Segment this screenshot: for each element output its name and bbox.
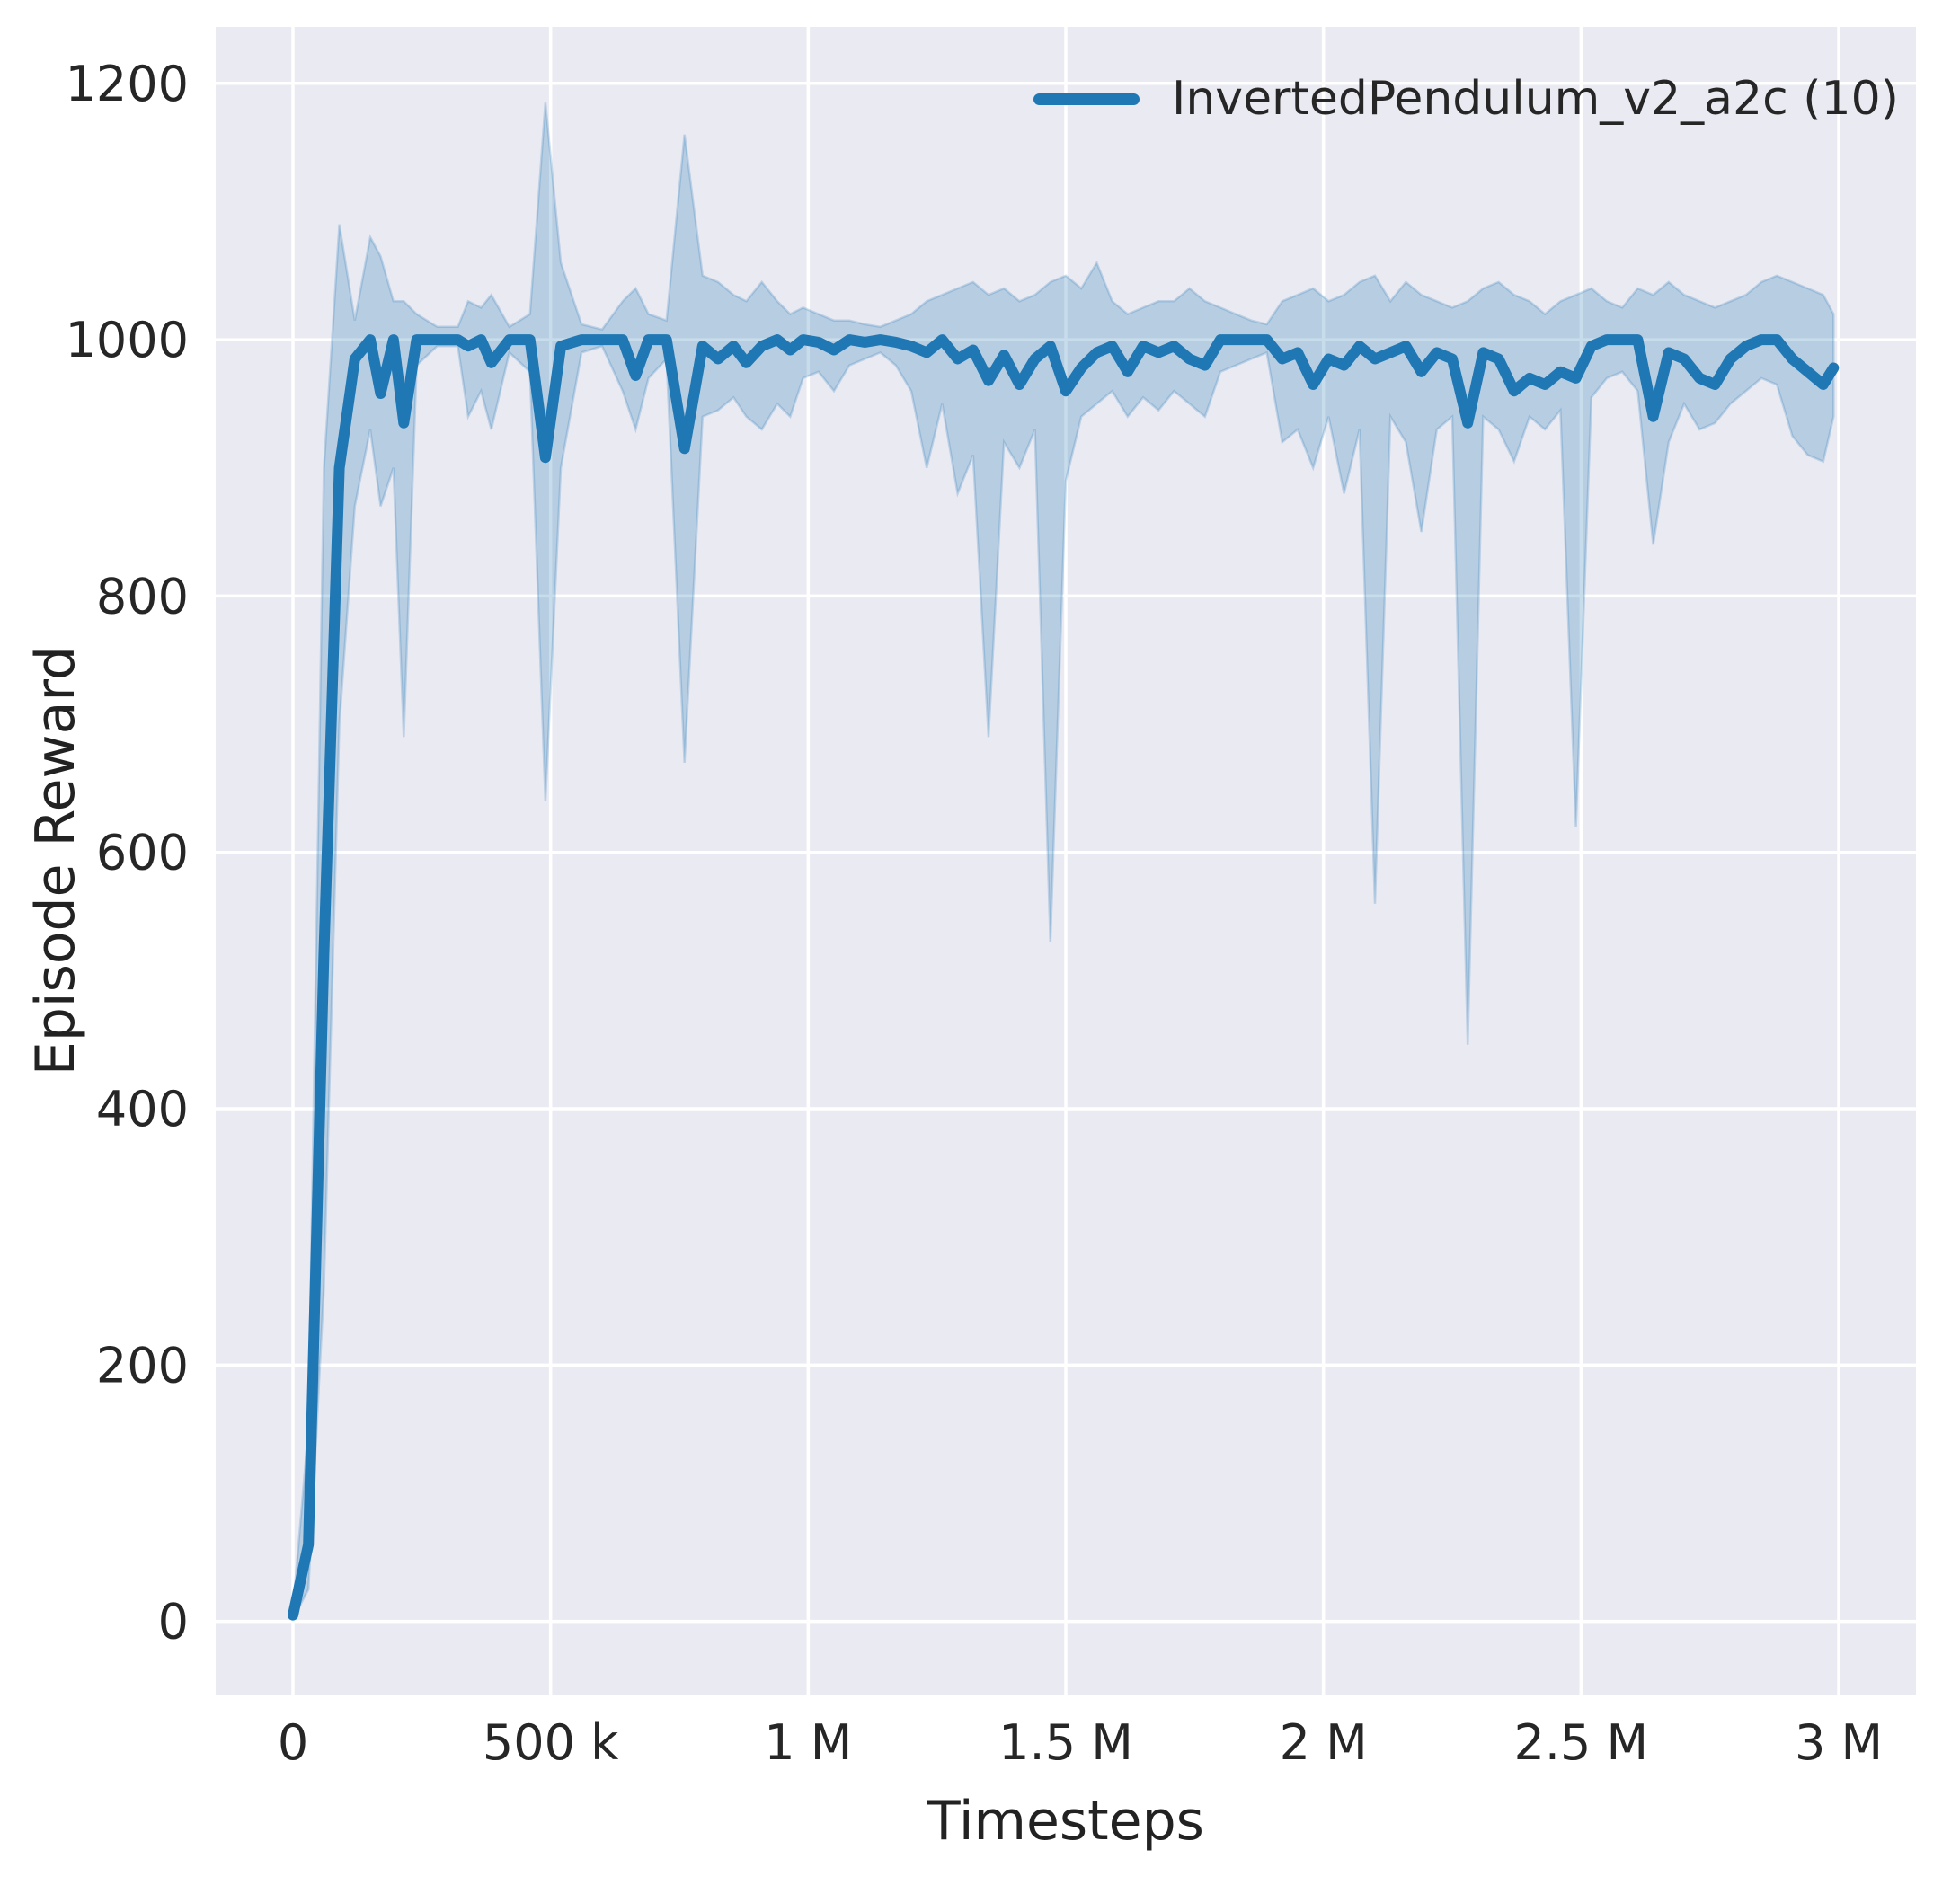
mean-line: [288, 334, 1840, 1621]
y-tick-label: 1200: [66, 56, 189, 112]
legend: InvertedPendulum_v2_a2c (10): [1033, 72, 1899, 126]
y-tick-label: 400: [96, 1081, 189, 1137]
y-tick-label: 600: [96, 825, 189, 881]
legend-line-swatch: [1033, 93, 1140, 105]
x-tick-label: 1 M: [764, 1714, 852, 1771]
y-tick-label: 1000: [66, 312, 189, 368]
x-tick-label: 0: [278, 1714, 308, 1771]
x-tick-label: 3 M: [1795, 1714, 1883, 1771]
legend-label: InvertedPendulum_v2_a2c (10): [1172, 72, 1899, 126]
y-tick-label: 0: [158, 1594, 189, 1650]
confidence-band: [291, 102, 1835, 1620]
x-axis-label: Timesteps: [927, 1790, 1204, 1853]
x-tick-label: 500 k: [483, 1714, 619, 1771]
y-tick-label: 200: [96, 1337, 189, 1394]
x-tick-label: 2 M: [1280, 1714, 1368, 1771]
x-tick-label: 2.5 M: [1514, 1714, 1649, 1771]
y-tick-label: 800: [96, 568, 189, 624]
y-axis-label: Episode Reward: [24, 645, 87, 1076]
x-tick-label: 1.5 M: [998, 1714, 1133, 1771]
